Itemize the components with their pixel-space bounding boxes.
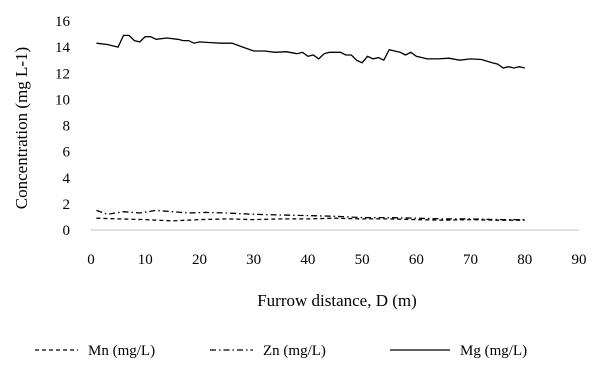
y-tick-label: 10	[55, 92, 70, 108]
x-tick-label: 0	[87, 252, 95, 268]
x-tick-label: 90	[572, 252, 587, 268]
y-tick-label: 2	[63, 197, 71, 213]
y-tick-label: 12	[55, 66, 70, 82]
x-tick-label: 50	[355, 252, 370, 268]
series-lines	[96, 34, 525, 222]
legend-label: Mn (mg/L)	[88, 343, 155, 359]
x-tick-label: 10	[138, 252, 153, 268]
x-axis-tick-labels: 0 10 20 30 40 50 60 70 80 90	[87, 252, 586, 268]
y-tick-label: 6	[63, 145, 71, 161]
series-line-zn	[96, 209, 525, 221]
legend-label: Zn (mg/L)	[263, 343, 326, 359]
y-tick-label: 0	[63, 223, 71, 239]
x-tick-label: 80	[517, 252, 532, 268]
y-tick-label: 8	[63, 119, 71, 135]
y-axis-tick-labels: 0 2 4 6 8 10 12 14 16	[55, 14, 71, 239]
y-axis-title: Concentration (mg L-1)	[12, 47, 31, 209]
series-line-mn	[96, 217, 525, 222]
y-tick-label: 14	[55, 40, 71, 56]
legend-label: Mg (mg/L)	[460, 343, 527, 359]
x-tick-label: 30	[246, 252, 261, 268]
x-tick-label: 70	[463, 252, 478, 268]
y-tick-label: 4	[63, 171, 71, 187]
series-line-mg	[96, 34, 525, 69]
y-tick-label: 16	[55, 14, 71, 30]
x-axis-title: Furrow distance, D (m)	[257, 291, 417, 310]
x-tick-label: 60	[409, 252, 424, 268]
x-tick-label: 20	[192, 252, 207, 268]
x-tick-label: 40	[300, 252, 315, 268]
legend: Mn (mg/L) Zn (mg/L) Mg (mg/L)	[35, 343, 527, 359]
